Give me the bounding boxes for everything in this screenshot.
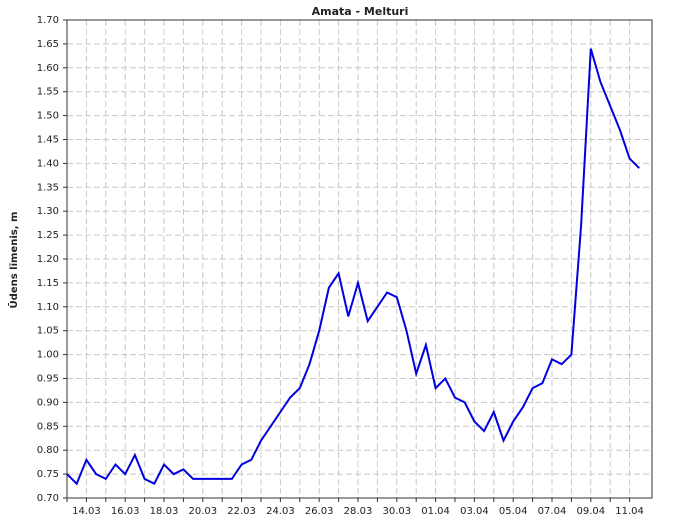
y-tick-label: 0.85 — [37, 421, 59, 432]
x-tick-label: 03.04 — [460, 506, 489, 517]
y-tick-label: 0.75 — [37, 469, 59, 480]
x-tick-label: 07.04 — [538, 506, 567, 517]
y-tick-label: 0.95 — [37, 374, 59, 385]
x-tick-label: 30.03 — [382, 506, 411, 517]
chart-title: Amata - Melturi — [312, 5, 409, 18]
y-tick-label: 1.20 — [37, 254, 59, 265]
x-tick-label: 09.04 — [576, 506, 605, 517]
y-tick-label: 1.70 — [37, 15, 59, 26]
x-tick-label: 05.04 — [499, 506, 528, 517]
y-tick-label: 1.55 — [37, 87, 59, 98]
y-tick-label: 1.40 — [37, 158, 59, 169]
x-tick-label: 01.04 — [421, 506, 450, 517]
y-tick-label: 1.25 — [37, 230, 59, 241]
y-tick-label: 0.90 — [37, 397, 59, 408]
y-tick-label: 1.15 — [37, 278, 59, 289]
y-tick-label: 1.05 — [37, 326, 59, 337]
x-tick-label: 26.03 — [305, 506, 334, 517]
y-tick-label: 1.50 — [37, 111, 59, 122]
x-tick-label: 20.03 — [188, 506, 217, 517]
x-tick-label: 14.03 — [72, 506, 101, 517]
y-tick-label: 1.30 — [37, 206, 59, 217]
plot-frame — [66, 19, 653, 499]
x-tick-label: 18.03 — [150, 506, 179, 517]
y-tick-label: 1.60 — [37, 63, 59, 74]
y-tick-label: 0.80 — [37, 445, 59, 456]
y-tick-label: 0.70 — [37, 493, 59, 504]
x-tick-label: 16.03 — [111, 506, 140, 517]
x-tick-label: 22.03 — [227, 506, 256, 517]
x-tick-label: 24.03 — [266, 506, 295, 517]
y-tick-label: 1.10 — [37, 302, 59, 313]
x-tick-label: 11.04 — [615, 506, 644, 517]
y-tick-label: 1.65 — [37, 39, 59, 50]
x-tick-label: 28.03 — [344, 506, 373, 517]
y-tick-label: 1.35 — [37, 182, 59, 193]
y-tick-label: 1.00 — [37, 350, 59, 361]
data-line — [66, 48, 641, 486]
y-tick-label: 1.45 — [37, 135, 59, 146]
y-axis-label: Ūdens līmenis, m — [7, 212, 20, 309]
